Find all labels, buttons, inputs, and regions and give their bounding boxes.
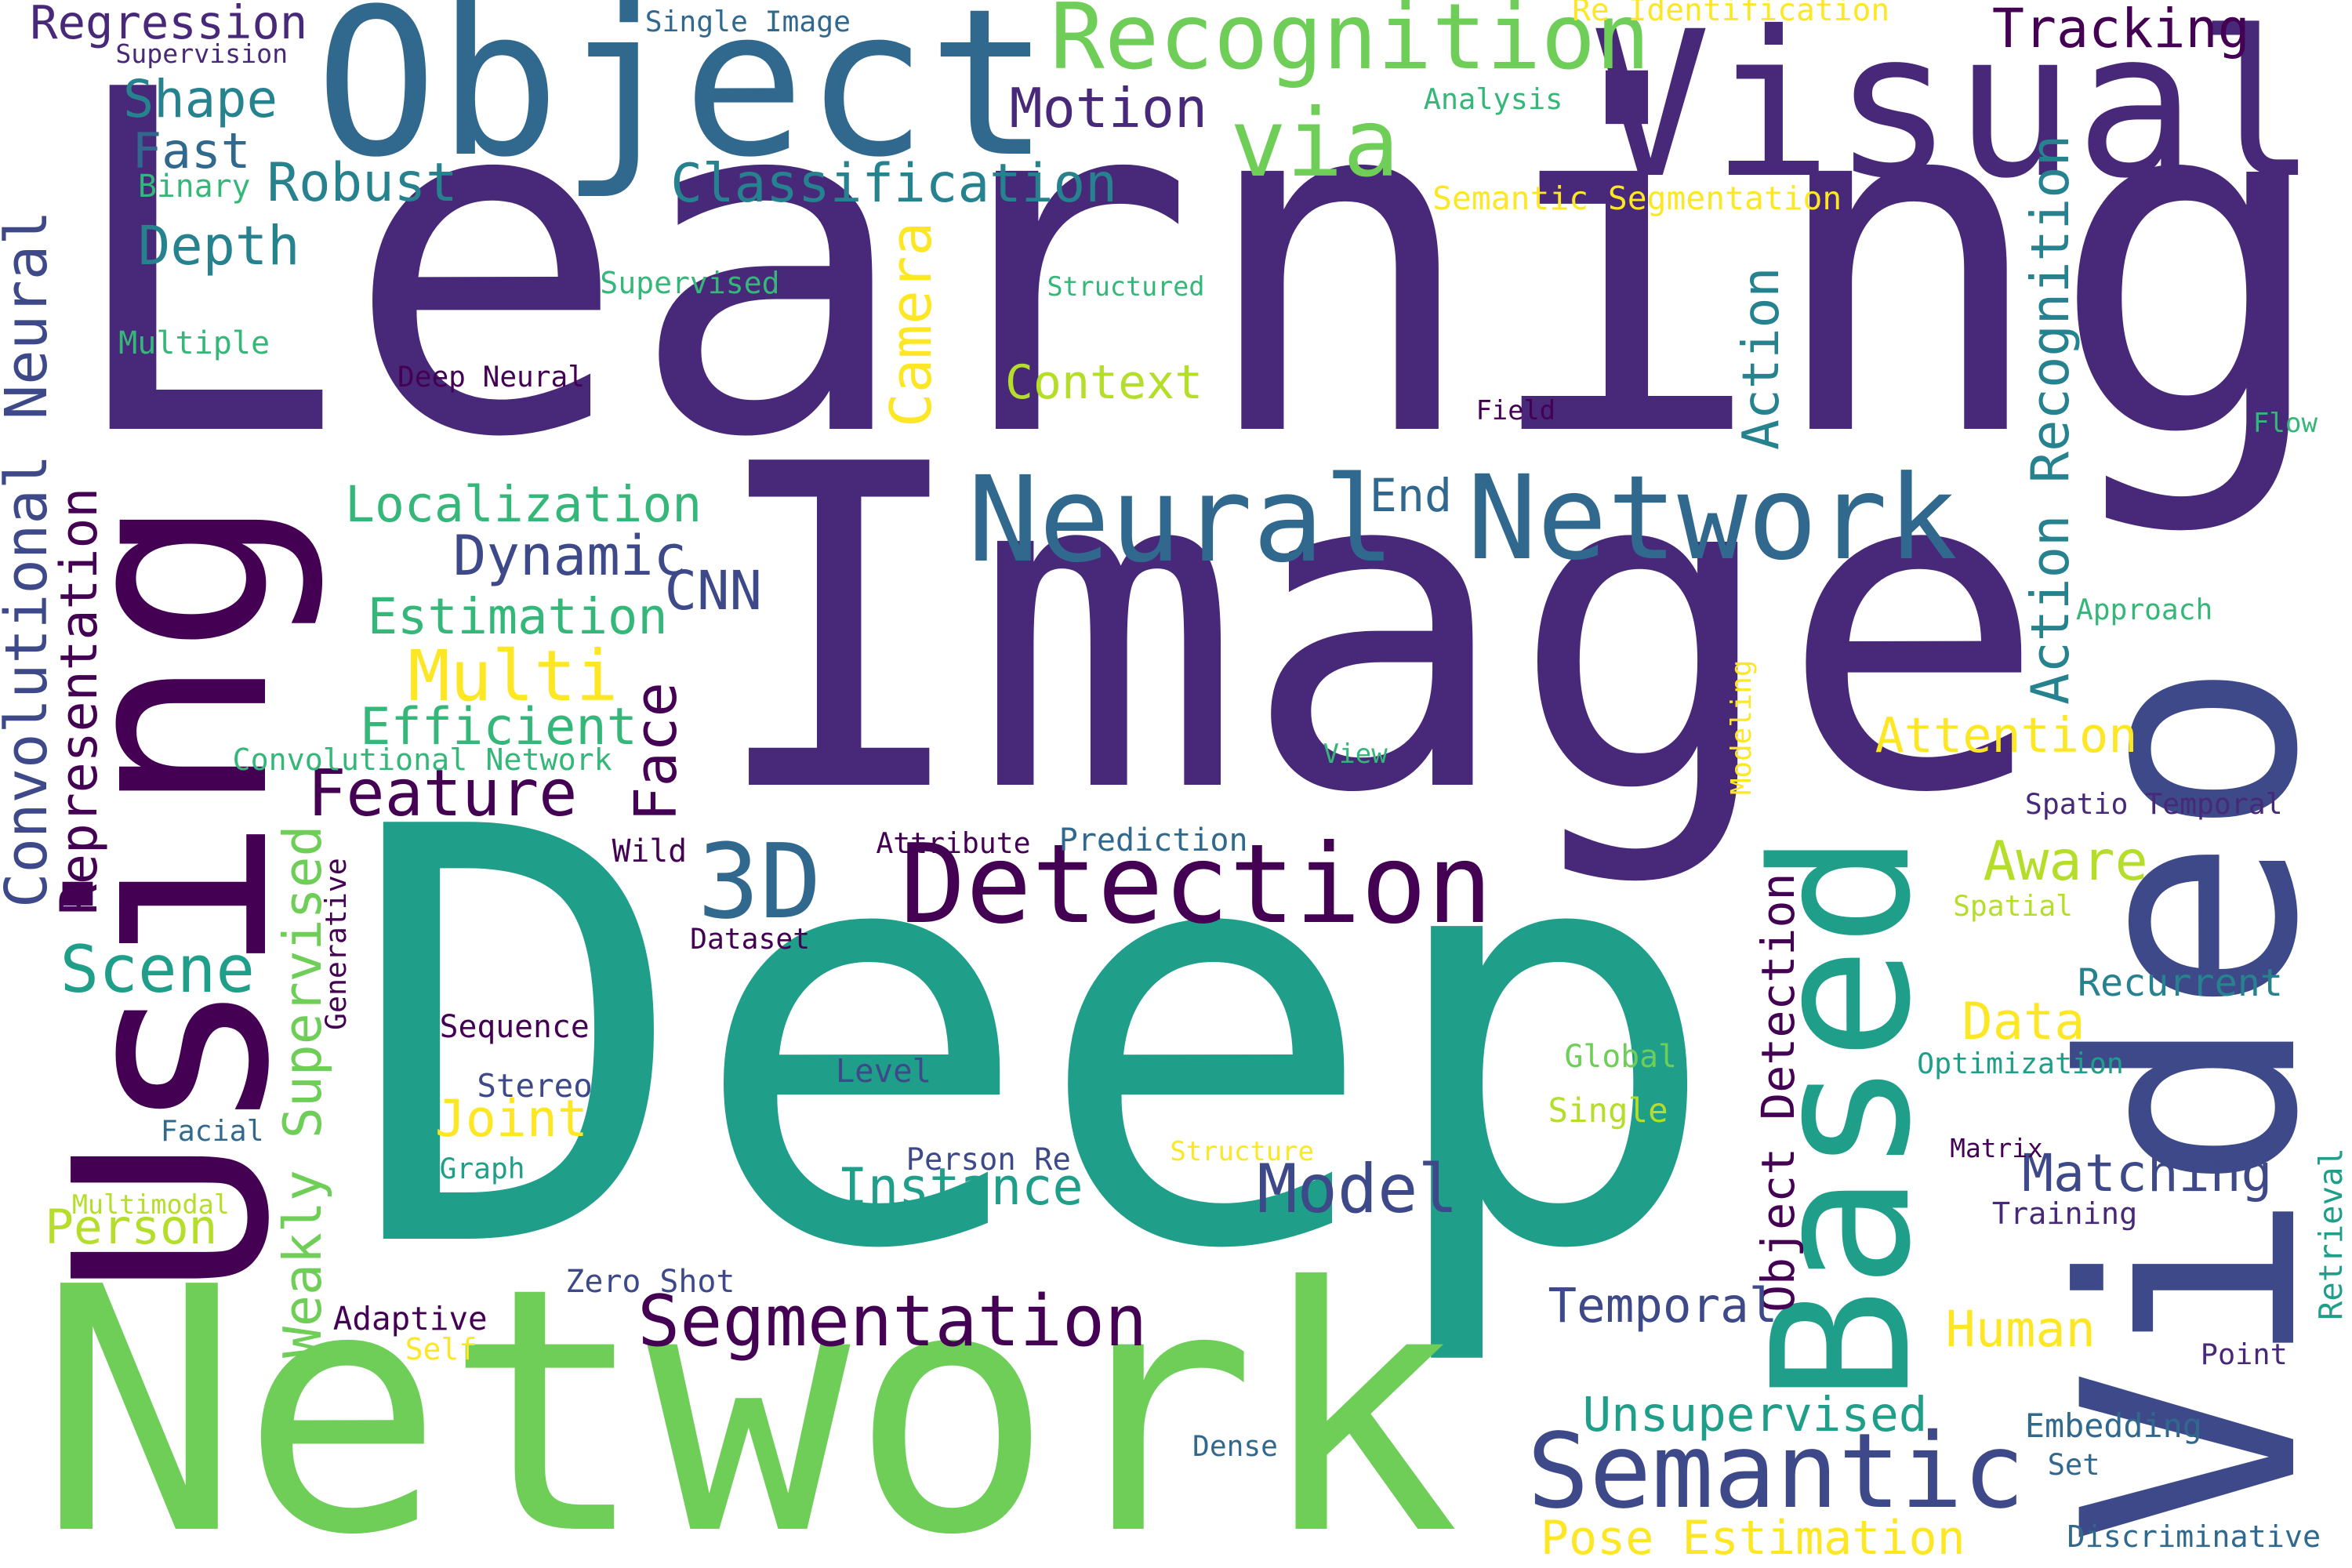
word-single-83: Single (1548, 1091, 1668, 1130)
word-analysis-60: Analysis (1423, 82, 1563, 116)
word-structured-63: Structured (1047, 270, 1205, 302)
word-segmentation-15: Segmentation (637, 1279, 1148, 1363)
word-representation-40: Representation (50, 487, 109, 916)
word-modeling-71: Modeling (1726, 659, 1759, 796)
word-depth-33: Depth (138, 214, 300, 278)
word-approach-68: Approach (2075, 592, 2213, 626)
word-joint-48: Joint (434, 1089, 588, 1149)
word-dynamic-29: Dynamic (452, 522, 688, 588)
word-face-41: Face (622, 682, 691, 822)
word-supervised-62: Supervised (600, 266, 780, 301)
word-camera-37: Camera (878, 222, 945, 428)
word-regression-35: Regression (30, 0, 308, 50)
word-set-98: Set (2047, 1447, 2100, 1482)
word-feature-18: Feature (307, 757, 578, 832)
word-temporal-50: Temporal (1548, 1278, 1778, 1334)
word-field-66: Field (1475, 395, 1556, 426)
word-object-5: Object (314, 0, 1051, 202)
word-data-46: Data (1962, 992, 2085, 1052)
word-detection-12: Detection (899, 820, 1493, 948)
word-learning-0: Learning (60, 0, 2333, 540)
word-scene-19: Scene (60, 931, 256, 1007)
word-person-49: Person (45, 1200, 218, 1256)
word-localization-26: Localization (345, 475, 702, 533)
word-pose-estimation-53: Pose Estimation (1540, 1511, 1965, 1566)
word-3d-16: 3D (697, 822, 822, 942)
word-spatio-temporal-72: Spatio Temporal (2024, 787, 2283, 822)
word-dataset-76: Dataset (690, 922, 811, 956)
word-embedding-97: Embedding (2024, 1406, 2202, 1445)
word-visual-4: Visual (1590, 0, 2318, 223)
word-estimation-27: Estimation (367, 587, 668, 646)
word-flow-67: Flow (2252, 407, 2318, 439)
word-global-82: Global (1564, 1039, 1677, 1076)
word-cnn-54: CNN (664, 559, 762, 622)
word-action-38: Action (1731, 267, 1791, 450)
word-action-recognition-39: Action Recognition (2019, 135, 2081, 706)
word-robust-32: Robust (267, 151, 458, 213)
word-via-14: via (1229, 89, 1399, 199)
word-zero-shot-93: Zero Shot (565, 1264, 735, 1301)
word-facial-85: Facial (160, 1114, 264, 1149)
word-semantic-13: Semantic (1526, 1411, 2025, 1532)
word-optimization-84: Optimization (1917, 1047, 2124, 1081)
word-stereo-80: Stereo (477, 1067, 593, 1105)
word-attribute-73: Attribute (876, 826, 1031, 860)
word-deep-neural-65: Deep Neural (397, 360, 585, 394)
word-recognition-11: Recognition (1050, 0, 1650, 91)
word-deep-1: Deep (345, 709, 1722, 1375)
word-instance-23: Instance (837, 1156, 1083, 1217)
word-tracking-21: Tracking (1991, 0, 2250, 61)
word-re-identification-59: Re Identification (1572, 0, 1890, 28)
word-unsupervised-52: Unsupervised (1582, 1387, 1928, 1443)
word-neural-9: Neural (967, 451, 1396, 590)
word-prediction-74: Prediction (1058, 822, 1248, 858)
word-view-70: View (1323, 739, 1388, 771)
word-matching-24: Matching (2022, 1142, 2273, 1203)
word-retrieval-92: Retrieval (2312, 1147, 2350, 1320)
word-level-81: Level (835, 1052, 932, 1091)
word-discriminative-100: Discriminative (2067, 1519, 2321, 1555)
word-structure-88: Structure (1170, 1136, 1314, 1167)
word-motion-30: Motion (1009, 76, 1208, 140)
word-efficient-28: Efficient (360, 696, 637, 757)
word-model-20: Model (1257, 1150, 1458, 1229)
word-sequence-79: Sequence (439, 1008, 590, 1045)
word-network-10: Network (1467, 451, 1958, 587)
word-adaptive-94: Adaptive (332, 1299, 488, 1338)
word-person-re-87: Person Re (906, 1142, 1071, 1178)
word-end-55: End (1369, 468, 1453, 522)
word-spatial-78: Spatial (1953, 889, 2074, 924)
word-wild-75: Wild (612, 833, 688, 869)
word-generative-77: Generative (319, 858, 354, 1031)
word-supervision-57: Supervision (115, 38, 289, 70)
word-multiple-64: Multiple (118, 325, 270, 362)
word-point-96: Point (2200, 1338, 2288, 1372)
word-self-95: Self (405, 1332, 477, 1367)
word-convolutional-network-69: Convolutional Network (232, 742, 612, 778)
word-convolutional-neural-17: Convolutional Neural (0, 209, 60, 908)
word-single-image-56: Single Image (644, 4, 851, 38)
word-network-3: Network (37, 1215, 1461, 1568)
word-dense-99: Dense (1192, 1429, 1278, 1464)
word-aware-44: Aware (1983, 829, 2148, 894)
word-classification-22: Classification (670, 151, 1117, 214)
word-recurrent-45: Recurrent (2077, 961, 2284, 1006)
word-binary-58: Binary (138, 169, 251, 205)
word-image-2: Image (705, 372, 2048, 891)
word-context-36: Context (1004, 355, 1203, 411)
word-fast-34: Fast (132, 122, 251, 180)
word-attention-43: Attention (1875, 707, 2138, 764)
word-human-51: Human (1945, 1299, 2096, 1358)
word-matrix-89: Matrix (1950, 1133, 2043, 1163)
word-multi-25: Multi (408, 635, 619, 717)
word-graph-86: Graph (439, 1152, 525, 1186)
word-shape-31: Shape (122, 69, 278, 129)
word-training-91: Training (1991, 1196, 2138, 1232)
word-semantic-segmentation-61: Semantic Segmentation (1432, 179, 1842, 217)
word-object-detection-47: Object Detection (1751, 873, 1805, 1313)
word-multimodal-90: Multimodal (71, 1189, 230, 1220)
